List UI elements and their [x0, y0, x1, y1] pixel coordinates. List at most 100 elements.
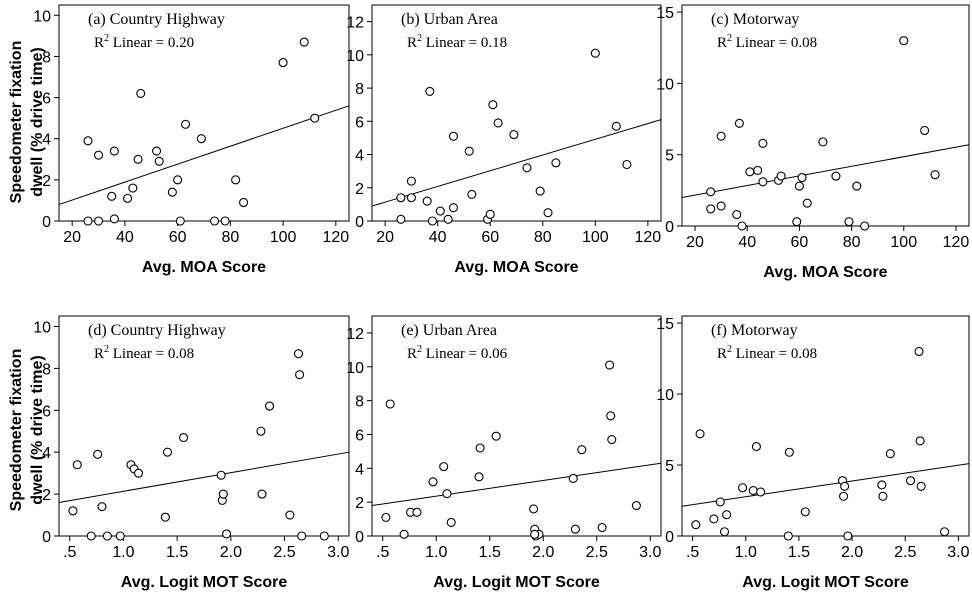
data-point [109, 146, 119, 156]
y-tick-label: 0 [355, 529, 364, 546]
data-point [412, 507, 422, 517]
r-squared-annotation: R2 Linear = 0.06 [407, 344, 508, 362]
r-squared-annotation: R2 Linear = 0.20 [94, 33, 194, 51]
y-tick-label: 2 [355, 495, 364, 512]
data-point [297, 531, 307, 541]
data-point [218, 489, 228, 499]
plot-frame [681, 315, 970, 537]
scatter-panel-1: 20 40 60 80 100 120 0 2 4 6 8 10 Avg. MOA Score (a) C… [33, 4, 350, 276]
linear-fit-line [371, 119, 662, 207]
data-point [264, 401, 275, 411]
r-squared-annotation: R2 Linear = 0.08 [717, 33, 817, 51]
data-point [443, 214, 453, 224]
data-point [831, 171, 841, 181]
data-point [196, 134, 206, 144]
data-point [732, 210, 742, 220]
panel-title: (e) Urban Area [401, 322, 497, 339]
data-point [878, 491, 888, 501]
data-point [568, 473, 578, 484]
data-point [792, 217, 802, 227]
data-point [448, 131, 458, 141]
y-tick-label: 0 [665, 219, 674, 236]
plot-frame [58, 4, 350, 222]
data-point [753, 165, 763, 175]
x-tick-label: 20 [63, 229, 81, 246]
data-point [107, 191, 117, 201]
data-point [122, 193, 133, 203]
scatter-panel-4: .5 1.0 1.5 2.0 2.5 3.0 0 2 4 6 8 10 Avg. Logit MOT S… [33, 315, 350, 591]
x-tick-label: 2.5 [586, 544, 608, 561]
scatter-panel-5: .5 1.0 1.5 2.0 2.5 3.0 0 2 4 6 8 10 12 Avg. Logit MOT… [346, 315, 662, 591]
linear-fit-line [371, 462, 662, 507]
data-point [611, 121, 621, 131]
plot-frame [371, 315, 662, 537]
panel-title: (b) Urban Area [401, 11, 498, 28]
data-point [222, 529, 232, 539]
data-point [716, 131, 726, 141]
x-tick-label: 1.5 [479, 544, 501, 561]
data-point [905, 476, 916, 486]
data-point [748, 486, 758, 496]
data-point [162, 447, 173, 457]
data-point [631, 500, 641, 511]
data-point [716, 201, 726, 211]
data-point [278, 58, 288, 68]
data-point [885, 449, 895, 459]
x-tick-label: 2.0 [532, 544, 554, 561]
data-point [102, 531, 112, 541]
x-tick-label: 1.0 [425, 544, 447, 561]
data-point [818, 137, 828, 147]
data-point [570, 524, 580, 534]
data-point [406, 193, 416, 203]
y-tick-label: 4 [355, 148, 364, 165]
data-point [442, 489, 452, 499]
data-point [399, 529, 409, 539]
y-tick-label: 2 [355, 181, 364, 198]
x-tick-label: 80 [843, 234, 861, 251]
x-tick-label: 3.0 [327, 544, 349, 561]
r-squared-annotation: R2 Linear = 0.08 [94, 344, 194, 362]
data-point [840, 481, 850, 491]
data-point [93, 150, 104, 160]
x-tick-label: 60 [791, 234, 809, 251]
data-point [83, 136, 93, 146]
data-point [734, 118, 744, 128]
data-point [381, 512, 391, 522]
data-point [97, 502, 107, 512]
panel-title: (d) Country Highway [88, 322, 226, 339]
data-point [758, 138, 768, 148]
data-point [446, 517, 456, 528]
plot-frame [371, 4, 662, 222]
data-point [784, 447, 794, 457]
data-point [220, 216, 230, 226]
linear-fit-line [58, 451, 350, 503]
data-point [175, 216, 185, 226]
data-point [691, 520, 701, 530]
y-tick-label: 0 [355, 214, 364, 231]
data-point [709, 514, 719, 524]
y-tick-label: 8 [42, 361, 51, 378]
linear-fit-line [681, 463, 970, 507]
x-tick-label: 100 [890, 234, 917, 251]
data-point [783, 531, 793, 541]
y-tick-label: 10 [346, 48, 364, 65]
data-point [310, 113, 320, 123]
data-point [522, 163, 532, 173]
data-point [706, 187, 716, 197]
data-point [695, 429, 705, 439]
data-point [802, 198, 812, 208]
data-point [448, 203, 458, 213]
y-tick-label: 0 [42, 214, 51, 231]
y-tick-label: 4 [355, 461, 364, 478]
shared-ylabel-line1-bottom: Speedometer fixation [8, 349, 25, 512]
data-point [605, 360, 615, 370]
scatter-panel-2: 20 40 60 80 100 120 0 2 4 6 8 10 12 Avg. MOA Score (b)… [346, 4, 662, 276]
data-point [930, 170, 940, 180]
panel-title: (f) Motorway [711, 322, 798, 339]
data-point [428, 477, 438, 487]
x-tick-label: 1.0 [112, 544, 134, 561]
data-point [238, 197, 249, 208]
data-point [68, 506, 78, 516]
